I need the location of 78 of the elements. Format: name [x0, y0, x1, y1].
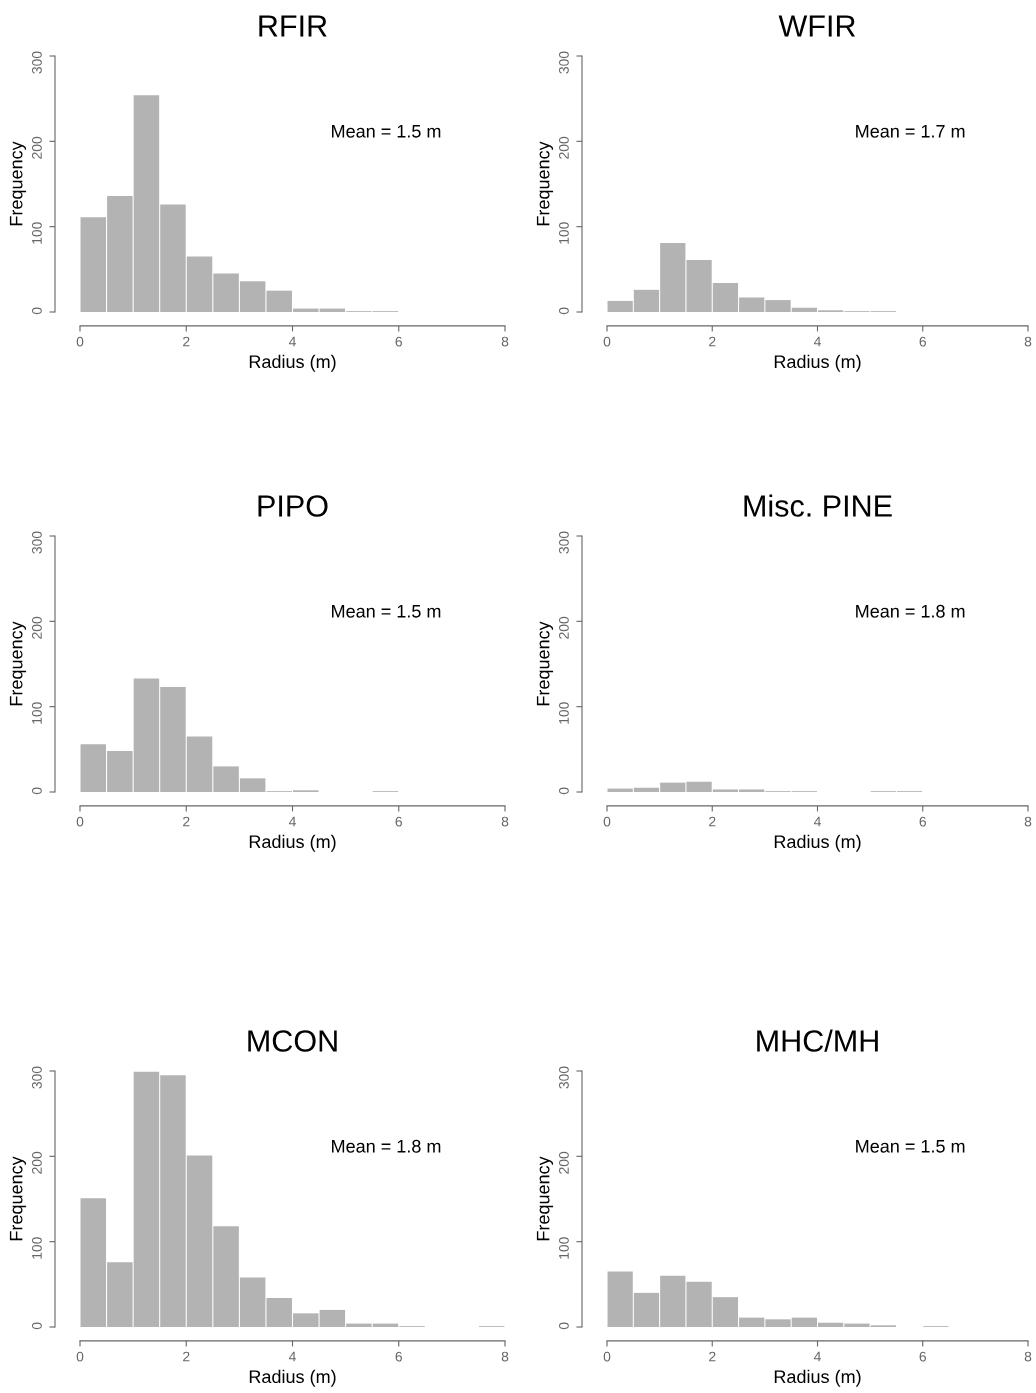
annotation: Mean = 1.5 m — [332, 605, 441, 618]
y-tick-label: 300 — [32, 1066, 42, 1089]
x-tick-label: 8 — [501, 336, 509, 347]
x-tick-label: 4 — [288, 336, 296, 347]
annotation: Mean = 1.5 m — [332, 125, 441, 138]
x-tick-label: 2 — [183, 336, 190, 347]
x-tick-label: 6 — [919, 336, 926, 347]
x-tick-label: 4 — [288, 816, 296, 827]
y-tick-label: 0 — [559, 307, 569, 315]
x-axis-title: Radius (m) — [774, 834, 861, 852]
x-tick-label: 4 — [813, 1351, 821, 1362]
x-tick-label: 0 — [76, 1351, 84, 1362]
y-tick-label: 100 — [559, 1237, 569, 1259]
y-tick-label: 100 — [559, 222, 569, 244]
x-tick-label: 6 — [919, 816, 926, 827]
x-tick-label: 4 — [288, 1351, 296, 1362]
chart-title: MCON — [248, 1030, 337, 1052]
y-tick-label: 200 — [559, 616, 569, 639]
y-axis-title: Frequency — [536, 621, 554, 706]
y-tick-label: 0 — [32, 307, 42, 315]
x-tick-label: 0 — [603, 816, 611, 827]
y-axis-title: Frequency — [9, 141, 27, 226]
y-tick-label: 100 — [32, 1237, 42, 1259]
x-tick-label: 0 — [603, 336, 611, 347]
x-axis-title: Radius (m) — [774, 1369, 861, 1387]
y-tick-label: 200 — [559, 1151, 569, 1174]
y-tick-label: 0 — [32, 787, 42, 795]
x-tick-label: 8 — [1024, 1351, 1032, 1362]
x-tick-label: 6 — [395, 1351, 402, 1362]
y-axis-title: Frequency — [9, 1156, 27, 1241]
y-axis-title: Frequency — [536, 141, 554, 226]
x-tick-label: 8 — [1024, 816, 1032, 827]
chart-title: WFIR — [778, 15, 856, 37]
y-tick-label: 200 — [32, 136, 42, 159]
x-tick-label: 6 — [919, 1351, 926, 1362]
chart-title: PIPO — [258, 495, 328, 517]
y-tick-label: 0 — [32, 1322, 42, 1330]
x-tick-label: 4 — [813, 816, 821, 827]
x-tick-label: 6 — [395, 336, 402, 347]
y-tick-label: 200 — [32, 1151, 42, 1174]
y-tick-label: 300 — [559, 531, 569, 554]
chart-title: RFIR — [259, 15, 327, 37]
annotation: Mean = 1.8 m — [856, 604, 965, 618]
x-tick-label: 2 — [183, 816, 190, 827]
y-tick-label: 100 — [559, 702, 569, 724]
x-tick-label: 0 — [76, 816, 84, 827]
y-tick-label: 300 — [32, 531, 42, 554]
x-axis-title: Radius (m) — [774, 354, 861, 372]
x-tick-label: 8 — [501, 816, 509, 827]
y-tick-label: 200 — [559, 136, 569, 159]
x-axis-title: Radius (m) — [249, 1369, 336, 1387]
annotation: Mean = 1.8 m — [332, 1139, 441, 1153]
y-tick-label: 0 — [559, 1322, 569, 1330]
x-axis-title: Radius (m) — [249, 354, 336, 372]
x-tick-label: 0 — [603, 1351, 611, 1362]
y-axis-title: Frequency — [536, 1156, 554, 1241]
y-tick-label: 0 — [559, 787, 569, 795]
y-tick-label: 200 — [32, 616, 42, 639]
x-tick-label: 2 — [709, 816, 716, 827]
y-tick-label: 300 — [32, 51, 42, 74]
y-axis-title: Frequency — [9, 621, 27, 706]
x-tick-label: 8 — [501, 1351, 509, 1362]
y-tick-label: 100 — [32, 222, 42, 244]
x-tick-label: 2 — [183, 1351, 190, 1362]
annotation: Mean = 1.7 m — [856, 125, 965, 138]
y-tick-label: 300 — [559, 51, 569, 74]
x-tick-label: 2 — [709, 1351, 716, 1362]
y-tick-label: 300 — [559, 1066, 569, 1089]
chart-title: Misc. PINE — [744, 494, 892, 517]
x-tick-label: 6 — [395, 816, 402, 827]
x-tick-label: 8 — [1024, 336, 1032, 347]
annotation: Mean = 1.5 m — [856, 1140, 965, 1153]
x-tick-label: 4 — [813, 336, 821, 347]
x-tick-label: 2 — [709, 336, 716, 347]
x-axis-title: Radius (m) — [249, 834, 336, 852]
x-tick-label: 0 — [76, 336, 84, 347]
y-tick-label: 100 — [32, 702, 42, 724]
chart-title: MHC/MH — [757, 1029, 878, 1052]
